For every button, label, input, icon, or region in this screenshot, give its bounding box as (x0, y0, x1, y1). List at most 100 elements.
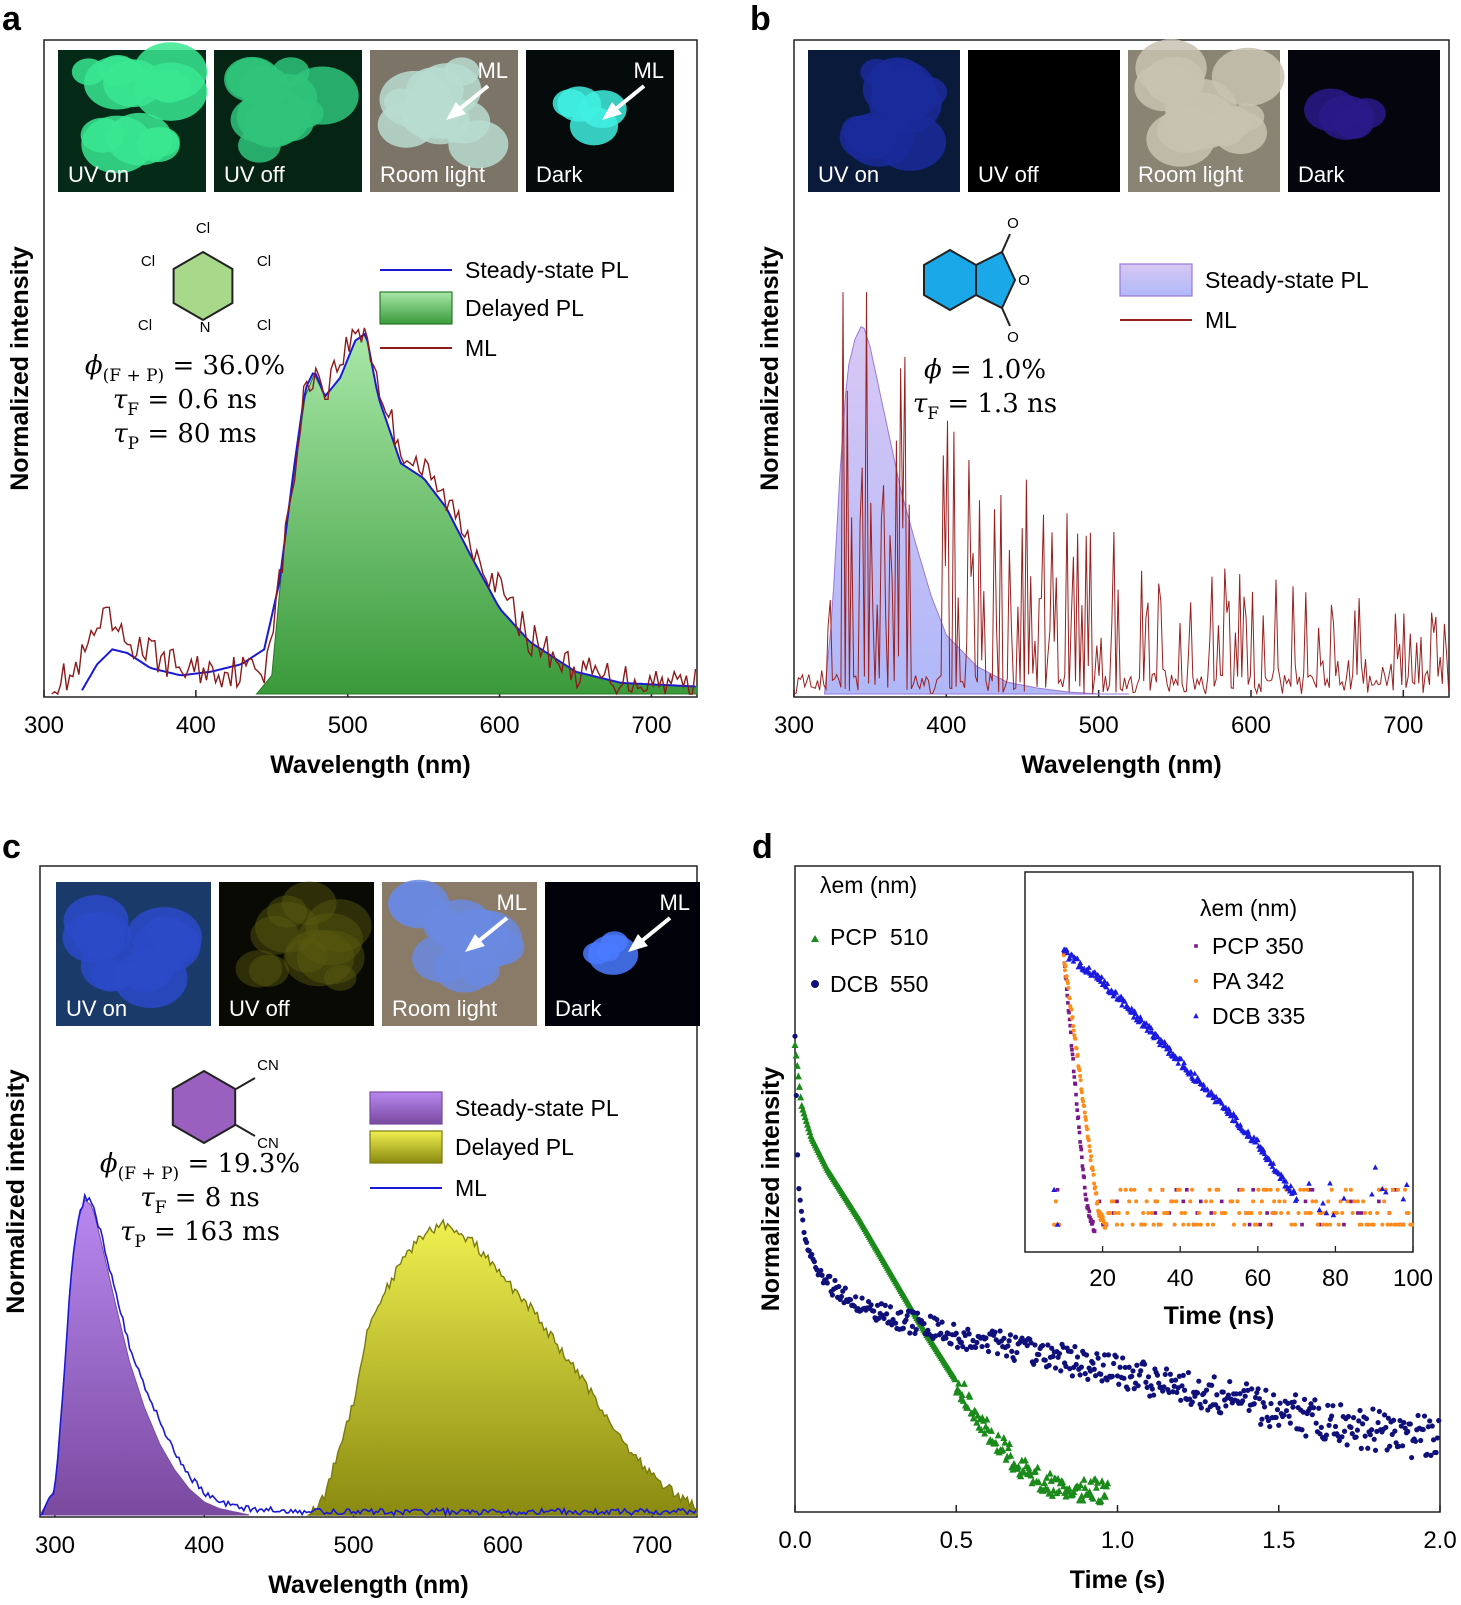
inset-marker-circle (1063, 964, 1068, 969)
x-axis-title-a: Wavelength (nm) (270, 751, 470, 779)
marker-pcp (983, 1415, 991, 1423)
inset-marker-circle (1179, 1211, 1184, 1215)
photo-blob-c-1-7 (283, 929, 355, 987)
inset-marker-circle (1073, 1036, 1078, 1041)
inset-marker-square (1064, 987, 1069, 991)
inset-marker-circle (1069, 1007, 1074, 1012)
marker-dcb (871, 1308, 877, 1314)
inset-marker-triangle (1178, 1055, 1184, 1062)
inset-marker-triangle (1247, 1133, 1253, 1140)
molecule-a: Cl Cl Cl Cl Cl N (138, 220, 271, 336)
marker-dcb (1095, 1355, 1101, 1361)
inset-marker-circle (1303, 1211, 1308, 1215)
marker-dcb (1087, 1368, 1094, 1374)
photo-a-2: ML Room light (370, 50, 518, 192)
photo-blob-c-1-1 (281, 881, 337, 926)
marker-pcp (1081, 1483, 1089, 1491)
inset-marker-circle (1355, 1199, 1360, 1204)
marker-dcb (1325, 1402, 1331, 1408)
photo-b-1: UV off (968, 50, 1120, 192)
marker-dcb (1068, 1348, 1074, 1355)
molecule-bond-b-1 (1001, 307, 1011, 327)
marker-dcb (804, 1239, 810, 1246)
inset-marker-square (1067, 1017, 1072, 1022)
ml-arrowhead-c-3 (628, 934, 648, 952)
marker-dcb (1151, 1392, 1157, 1398)
legend-c-delayed-swatch (369, 1130, 443, 1164)
inset-marker-triangle (1320, 1200, 1326, 1206)
inset-marker-triangle (1138, 1017, 1145, 1023)
inset-marker-circle (1190, 1187, 1195, 1192)
x-axis-title-b: Wavelength (nm) (1021, 751, 1221, 779)
marker-dcb (1094, 1351, 1100, 1357)
photo-b-0: UV on (808, 50, 960, 192)
marker-dcb (935, 1321, 941, 1327)
inset-marker-triangle (1113, 989, 1119, 995)
inset-marker-circle (1286, 1211, 1291, 1215)
inset-legend-entry-1: PA 342 (1212, 968, 1284, 994)
inset-marker-circle (1091, 1172, 1096, 1177)
marker-dcb (1396, 1443, 1402, 1449)
marker-dcb (1365, 1445, 1371, 1451)
inset-marker-circle (1207, 1187, 1212, 1192)
plot-frame-a (43, 39, 698, 698)
inset-marker-square (1251, 1188, 1255, 1192)
marker-dcb (1401, 1419, 1407, 1426)
x-tick-label-a-700: 700 (631, 712, 671, 739)
x-axis-title-d: Time (s) (1070, 1566, 1165, 1594)
marker-dcb (1332, 1423, 1339, 1430)
inset-marker-triangle (1316, 1206, 1323, 1213)
ml-arrow-a-3 (610, 84, 646, 114)
marker-pcp (1005, 1440, 1013, 1448)
marker-dcb (1102, 1352, 1108, 1358)
inset-marker-circle (1259, 1199, 1264, 1204)
marker-dcb (1374, 1428, 1380, 1435)
annotation-c-1: τF = 8 ns (140, 1183, 259, 1218)
marker-dcb (1105, 1352, 1112, 1358)
marker-pcp (958, 1390, 966, 1398)
inset-marker-circle (1139, 1222, 1144, 1227)
inset-marker-triangle (1103, 984, 1110, 990)
marker-dcb (1307, 1405, 1313, 1412)
photo-c-2: ML Room light (382, 879, 537, 1026)
marker-dcb (1425, 1424, 1431, 1430)
marker-dcb (793, 1092, 799, 1099)
marker-pcp (959, 1396, 967, 1404)
inset-marker-circle (1107, 1211, 1112, 1215)
photo-blob-a-2-10 (410, 96, 471, 145)
marker-dcb (1125, 1386, 1131, 1392)
inset-marker-square (1078, 1140, 1082, 1144)
inset-marker-circle (1151, 1222, 1156, 1227)
marker-dcb (809, 1251, 815, 1258)
marker-dcb (881, 1315, 887, 1322)
photo-blob-c-0-9 (90, 959, 131, 992)
inset-marker-square (1065, 993, 1070, 998)
inset-marker-circle (1188, 1199, 1193, 1204)
inset-marker-circle (1240, 1187, 1245, 1192)
inset-marker-circle (1368, 1211, 1373, 1215)
inset-marker-triangle (1191, 1070, 1198, 1076)
marker-dcb (1292, 1392, 1299, 1398)
marker-dcb (1001, 1335, 1007, 1341)
photo-label-b-3: Dark (1298, 162, 1345, 187)
atom-b-2: O (1007, 329, 1019, 346)
legend-c-delayed-label: Delayed PL (455, 1134, 574, 1160)
marker-dcb (1098, 1371, 1104, 1377)
x-tick-label-a-300: 300 (24, 712, 64, 739)
atom-a-5: N (200, 319, 211, 336)
marker-pcp (794, 1072, 802, 1080)
inset-marker-square (1068, 1030, 1073, 1035)
inset-marker-circle (1235, 1199, 1240, 1204)
inset-marker-triangle (1260, 1147, 1267, 1153)
marker-dcb (1145, 1374, 1152, 1380)
marker-dcb (798, 1208, 805, 1214)
inset-marker-square (1080, 1164, 1085, 1168)
inset-marker-circle (1071, 1028, 1076, 1033)
marker-dcb (1397, 1417, 1403, 1424)
atom-b-1: O (1018, 272, 1030, 289)
inset-marker-triangle (1379, 1185, 1386, 1192)
photo-a-3: ML Dark (526, 50, 674, 192)
photo-blob-a-3-3 (552, 89, 588, 118)
x-tick-label-a-600: 600 (480, 712, 520, 739)
marker-dcb (921, 1320, 927, 1327)
